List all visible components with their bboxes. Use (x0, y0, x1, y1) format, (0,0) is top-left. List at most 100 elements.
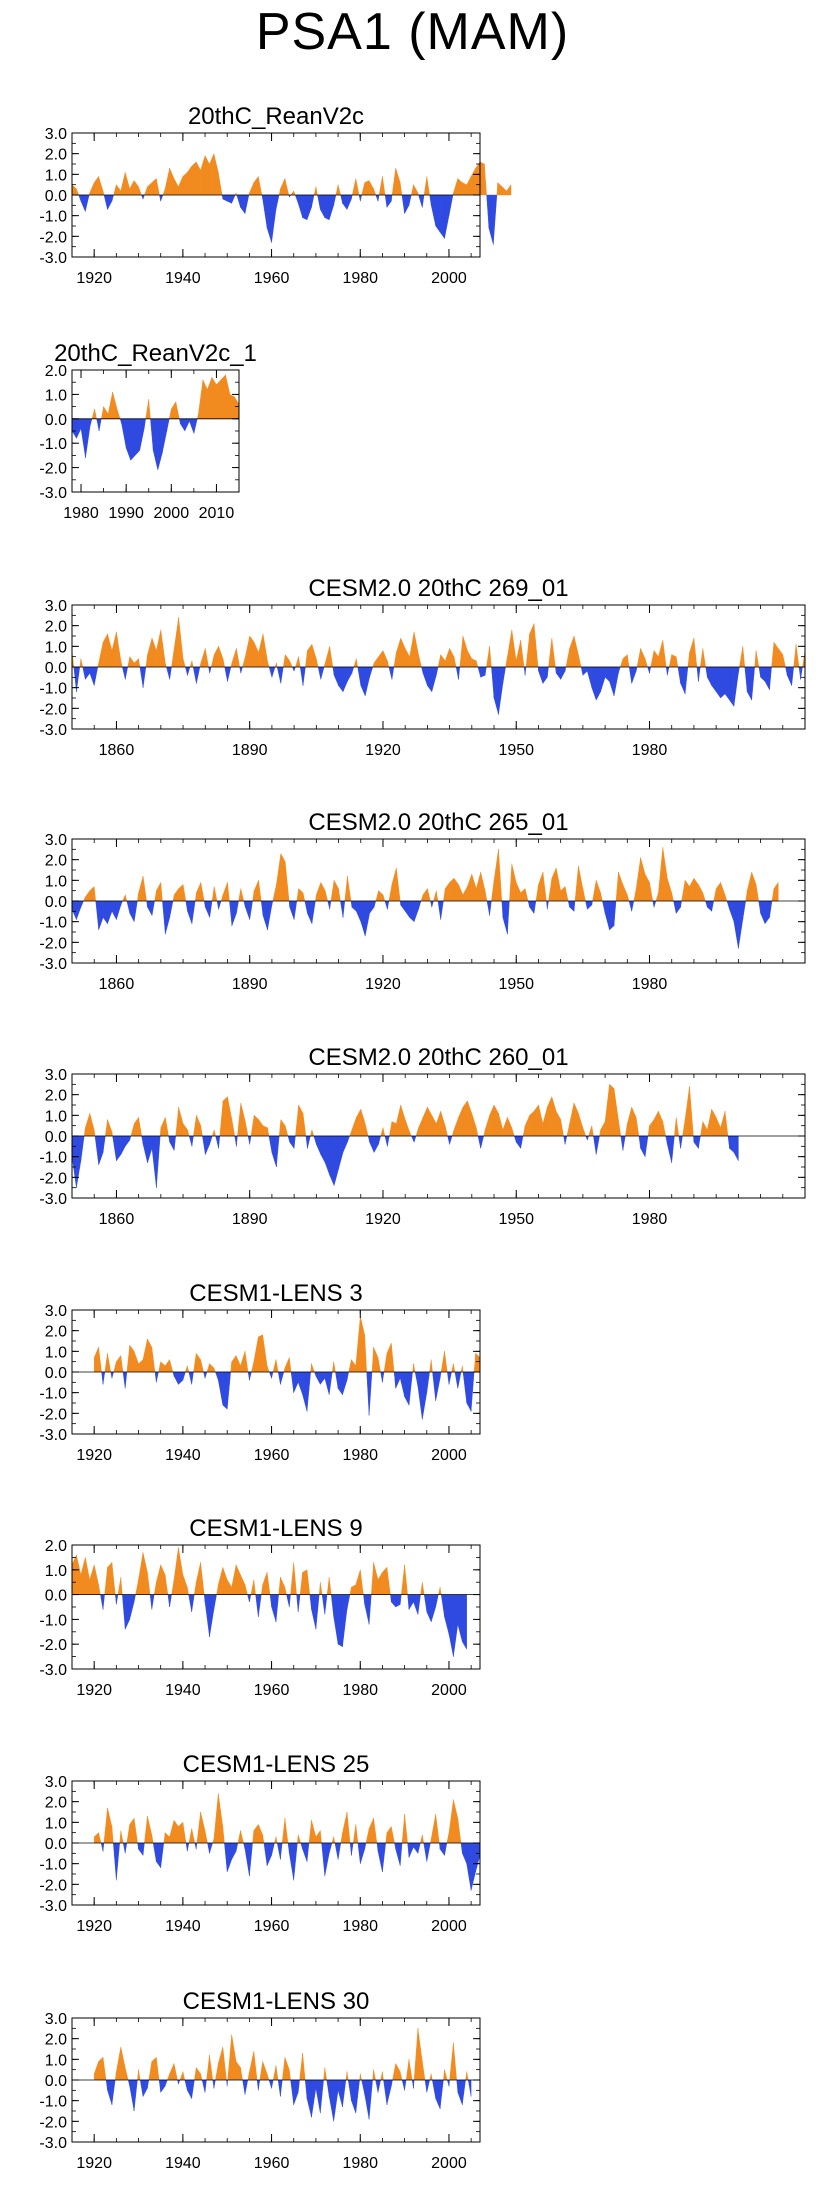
data-area-segment (361, 2079, 365, 2095)
data-area-segment (409, 1131, 412, 1137)
data-area-segment (263, 1842, 268, 1866)
data-area-segment (418, 1117, 424, 1137)
data-area-segment (294, 194, 299, 204)
data-area-segment (196, 1842, 198, 1850)
data-area-segment (604, 1084, 610, 1137)
data-area-segment (373, 656, 379, 668)
data-area-segment (636, 666, 638, 672)
data-area-segment (417, 1594, 421, 1615)
data-area-segment (222, 882, 228, 902)
data-area-segment (325, 646, 330, 668)
x-tick-label: 1990 (108, 505, 144, 522)
data-area-segment (533, 900, 537, 914)
data-area-segment (698, 884, 703, 902)
data-area-segment (378, 649, 384, 668)
data-area-segment (368, 1818, 374, 1844)
data-area-segment (185, 1365, 188, 1373)
data-area-segment (214, 646, 219, 668)
data-area-segment (191, 2079, 195, 2099)
data-area-segment (142, 876, 147, 902)
data-area-segment (215, 1371, 219, 1381)
data-area-segment (389, 1121, 393, 1137)
data-area-segment (204, 155, 210, 196)
chart-panel-4: CESM2.0 20thC 265_01 -3.0 -2.0 -1.0 0.0 1.0 2.… (39, 809, 806, 993)
data-area-segment (182, 658, 186, 668)
y-tick-label: 2.0 (45, 1324, 67, 1341)
data-area-segment (314, 1371, 317, 1377)
data-area-segment (684, 879, 690, 902)
data-area-segment (299, 666, 304, 686)
data-area-segment (240, 1830, 244, 1844)
data-area-segment (218, 1793, 223, 1844)
data-area-segment (346, 1371, 349, 1381)
data-area-segment (240, 666, 243, 674)
data-area-segment (404, 2079, 407, 2091)
data-area-segment (667, 878, 672, 902)
data-area-segment (591, 1125, 594, 1137)
data-area-segment (147, 1338, 152, 1373)
data-area-segment (413, 1363, 416, 1373)
data-area-segment (413, 184, 419, 196)
data-area-segment (631, 1107, 637, 1137)
data-area-segment (431, 666, 437, 692)
data-area-segment (247, 1594, 250, 1603)
data-area-segment (527, 900, 530, 908)
data-area-segment (209, 1594, 215, 1637)
data-area-segment (404, 1564, 408, 1595)
data-area-segment (236, 194, 241, 208)
data-area-segment (188, 1371, 192, 1385)
x-tick-label: 1920 (365, 1211, 401, 1228)
data-area-segment (182, 1822, 187, 1844)
data-area-segment (483, 1129, 486, 1137)
data-area-segment (298, 2079, 300, 2093)
data-area-segment (711, 666, 717, 693)
data-area-segment (160, 882, 163, 902)
data-area-segment (613, 900, 617, 926)
x-tick-label: 1980 (342, 1918, 378, 1935)
data-area-segment (296, 1594, 299, 1613)
data-area-segment (662, 640, 667, 668)
data-area-segment (302, 892, 306, 902)
data-area-segment (121, 418, 127, 449)
data-area-segment (222, 1096, 228, 1137)
data-area-segment (213, 2079, 216, 2089)
data-area-segment (122, 666, 126, 680)
data-area-segment (129, 180, 135, 196)
data-area-segment (671, 892, 674, 902)
data-area-segment (502, 1117, 508, 1137)
data-area-segment (245, 900, 250, 920)
data-area-segment (271, 1135, 277, 1168)
data-area-segment (240, 888, 245, 902)
data-area-segment (473, 1353, 476, 1373)
data-area-segment (311, 1820, 317, 1844)
data-area-segment (585, 1135, 588, 1141)
data-area-segment (151, 638, 157, 668)
data-area-segment (413, 2079, 415, 2089)
data-area-segment (373, 900, 377, 908)
data-area-segment (262, 1334, 268, 1373)
data-area-segment (85, 666, 90, 681)
data-area-segment (453, 877, 459, 902)
data-area-segment (222, 194, 228, 202)
data-area-segment (346, 194, 352, 210)
data-area-segment (111, 1562, 116, 1595)
data-area-segment (271, 666, 276, 678)
data-area-segment (138, 658, 141, 668)
data-area-segment (253, 1336, 259, 1373)
data-area-segment (681, 880, 686, 902)
data-area-segment (293, 2079, 299, 2105)
data-area-segment (364, 1594, 370, 1625)
data-area-segment (333, 2079, 339, 2122)
data-area-segment (448, 1594, 454, 1657)
data-area-segment (298, 1371, 303, 1395)
data-area-segment (560, 886, 566, 902)
data-area-segment (457, 178, 463, 196)
data-area-segment (644, 874, 650, 902)
data-area-segment (105, 2079, 108, 2091)
x-tick-label: 1980 (632, 1211, 668, 1228)
data-area-segment (516, 882, 521, 902)
data-area-segment (582, 1127, 587, 1137)
data-area-segment (266, 1842, 272, 1866)
data-area-segment (116, 1842, 120, 1881)
data-area-segment (138, 1117, 142, 1137)
